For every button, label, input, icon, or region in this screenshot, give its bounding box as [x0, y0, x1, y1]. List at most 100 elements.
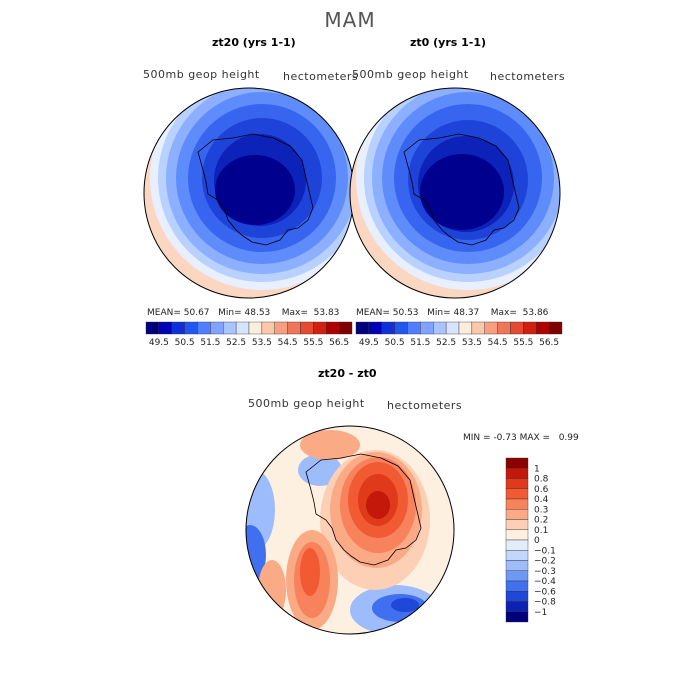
- diff-legend-label: −0.3: [534, 567, 556, 577]
- diff-min-value: -0.73: [493, 433, 517, 443]
- diff-legend-label: 1: [534, 464, 540, 474]
- diff-panel-title: zt20 - zt0: [318, 367, 377, 380]
- diff-panel-units-label: hectometers: [387, 399, 463, 412]
- colorbar-swatch: [158, 321, 172, 335]
- colorbar-tick-label: 53.5: [252, 338, 272, 348]
- colorbar-tick-label: 52.5: [436, 338, 456, 348]
- panel1-max-label: Max=: [281, 308, 308, 318]
- colorbar-swatch: [171, 321, 185, 335]
- panel2-mean-value: 50.53: [392, 308, 419, 318]
- diff-panel-stats: MIN = -0.73 MAX = 0.99: [463, 433, 579, 443]
- panel1-max-value: 53.83: [313, 308, 340, 318]
- diff-legend-swatch: [505, 488, 529, 500]
- diff-legend-label: −0.8: [534, 598, 556, 608]
- colorbar-tick-label: 52.5: [226, 338, 246, 348]
- colorbar-tick-label: 53.5: [462, 338, 482, 348]
- diff-legend-swatch: [505, 611, 529, 623]
- colorbar-swatch: [235, 321, 250, 335]
- diff-legend-label: −0.6: [534, 587, 556, 597]
- colorbar-panel1: [145, 321, 353, 335]
- panel2-stats: MEAN= 50.53 Min= 48.37 Max= 53.86: [356, 308, 548, 318]
- map1-field: [144, 88, 354, 298]
- figure-title: MAM: [324, 8, 376, 32]
- colorbar-tick-label: 50.5: [385, 338, 405, 348]
- diff-legend-label: 0.6: [534, 485, 549, 495]
- colorbar-swatch: [287, 321, 301, 335]
- panel1-variable-label: 500mb geop height: [143, 68, 260, 81]
- panel1-min-label: Min=: [218, 308, 242, 318]
- colorbar-swatch: [381, 321, 395, 335]
- diff-map-field: [246, 426, 454, 634]
- diff-legend-swatch: [505, 560, 529, 571]
- colorbar-swatch: [471, 321, 485, 335]
- panel2-min-value: 48.37: [453, 308, 480, 318]
- colorbar-tick-label: 56.5: [539, 338, 559, 348]
- diff-panel-variable-label: 500mb geop height: [248, 397, 365, 410]
- diff-legend-swatch: [505, 539, 529, 551]
- diff-legend-label: −0.2: [534, 557, 556, 567]
- colorbar-swatch: [420, 321, 434, 335]
- colorbar-panel2: [355, 321, 563, 335]
- diff-legend-swatch: [505, 457, 529, 469]
- diff-legend-label: 0.8: [534, 475, 549, 485]
- panel1-mean-value: 50.67: [183, 308, 210, 318]
- colorbar-swatch: [338, 321, 353, 335]
- colorbar-swatch: [223, 321, 237, 335]
- panel2-max-label: Max=: [490, 308, 517, 318]
- colorbar-tick-label: 55.5: [513, 338, 533, 348]
- map2-field: [350, 88, 560, 298]
- diff-legend-swatch: [505, 468, 529, 479]
- colorbar-tick-label: 54.5: [488, 338, 508, 348]
- colorbar-swatch: [184, 321, 198, 335]
- colorbar-swatch: [433, 321, 447, 335]
- diff-legend-swatch: [505, 519, 529, 530]
- diff-legend-swatch: [505, 550, 529, 561]
- diff-legend-swatch: [505, 478, 529, 489]
- colorbar-swatch: [407, 321, 421, 335]
- colorbar-tick-label: 50.5: [175, 338, 195, 348]
- colorbar-swatch: [261, 321, 275, 335]
- diff-legend: [505, 457, 529, 623]
- diff-legend-label: −0.1: [534, 546, 556, 556]
- colorbar-swatch: [510, 321, 524, 335]
- colorbar-tick-label: 49.5: [359, 338, 379, 348]
- colorbar-swatch: [368, 321, 382, 335]
- panel2-units-label: hectometers: [490, 70, 566, 83]
- diff-max-label: MAX =: [519, 433, 551, 443]
- colorbar-swatch: [300, 321, 314, 335]
- panel1-min-value: 48.53: [244, 308, 271, 318]
- colorbar-swatch: [274, 321, 288, 335]
- colorbar-swatch: [523, 321, 537, 335]
- colorbar-swatch: [548, 321, 563, 335]
- diff-min-label: MIN =: [463, 433, 491, 443]
- map2-outline: [349, 87, 561, 299]
- diff-legend-swatch: [505, 498, 529, 510]
- colorbar-tick-label: 55.5: [303, 338, 323, 348]
- colorbar-swatch: [445, 321, 460, 335]
- panel1-mean-label: MEAN=: [147, 308, 181, 318]
- panel2-title: zt0 (yrs 1-1): [410, 36, 487, 49]
- colorbar-swatch: [326, 321, 340, 335]
- colorbar-swatch: [248, 321, 263, 335]
- colorbar-swatch: [355, 321, 370, 335]
- colorbar-swatch: [313, 321, 327, 335]
- diff-legend-swatch: [505, 570, 529, 582]
- colorbar-tick-label: 54.5: [278, 338, 298, 348]
- panel2-mean-label: MEAN=: [356, 308, 390, 318]
- diff-legend-swatch: [505, 509, 529, 520]
- panel1-title: zt20 (yrs 1-1): [212, 36, 296, 49]
- diff-legend-swatch: [505, 529, 529, 541]
- colorbar-swatch: [145, 321, 160, 335]
- panel1-stats: MEAN= 50.67 Min= 48.53 Max= 53.83: [147, 308, 339, 318]
- diff-legend-label: 0: [534, 536, 540, 546]
- diff-legend-swatch: [505, 601, 529, 612]
- diff-legend-labels: 10.80.60.40.30.20.10−0.1−0.2−0.3−0.4−0.6…: [534, 464, 556, 618]
- colorbar-panel2-ticks: 49.5 50.5 51.5 52.5 53.5 54.5 55.5 56.5: [359, 338, 559, 348]
- colorbar-tick-label: 51.5: [410, 338, 430, 348]
- colorbar-swatch: [536, 321, 550, 335]
- diff-legend-label: −0.4: [534, 577, 556, 587]
- diff-legend-swatch: [505, 591, 529, 602]
- panel2-max-value: 53.86: [522, 308, 549, 318]
- colorbar-swatch: [497, 321, 511, 335]
